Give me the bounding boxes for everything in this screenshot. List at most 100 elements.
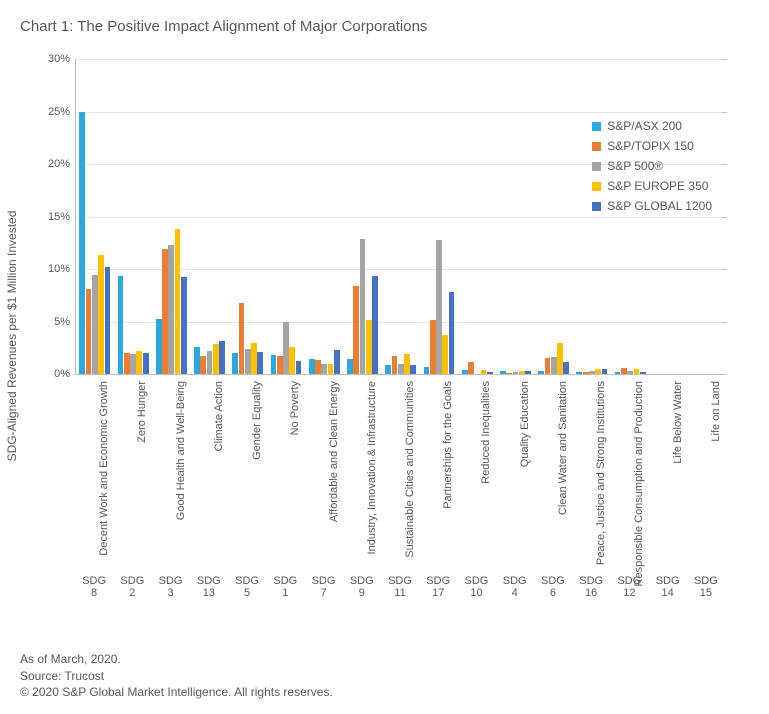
bar	[257, 352, 263, 374]
bar-group	[76, 59, 114, 374]
bar-group	[305, 59, 343, 374]
y-tick-label: 10%	[48, 263, 76, 275]
legend-swatch	[592, 162, 601, 171]
bar	[442, 335, 448, 374]
bar	[404, 354, 410, 374]
category-label: Peace, Justice and Strong Institutions	[595, 381, 607, 565]
bar	[347, 359, 353, 374]
category-label: Responsible Consumption and Production	[633, 381, 645, 586]
bar	[481, 370, 487, 374]
bar	[589, 371, 595, 374]
bar	[627, 371, 633, 374]
sdg-code-label: SDG10	[457, 575, 495, 599]
legend-label: S&P 500®	[607, 159, 663, 173]
bar	[360, 239, 366, 374]
bar	[175, 229, 181, 374]
bar	[563, 362, 569, 374]
category-label: Decent Work and Economic Growth	[98, 381, 110, 556]
bar	[366, 320, 372, 374]
chart-container: Chart 1: The Positive Impact Alignment o…	[0, 0, 769, 714]
bar-group	[458, 59, 496, 374]
bar	[519, 371, 525, 374]
sdg-code-label: SDG15	[687, 575, 725, 599]
bar	[557, 343, 563, 375]
legend-label: S&P GLOBAL 1200	[607, 199, 712, 213]
category-label: Sustainable Cities and Communities	[404, 381, 416, 558]
bar	[436, 240, 442, 374]
bar	[156, 319, 162, 374]
bar	[200, 356, 206, 374]
bar	[296, 361, 302, 374]
footer-line: As of March, 2020.	[20, 651, 333, 667]
bar	[321, 364, 327, 375]
bar-group	[191, 59, 229, 374]
bar	[602, 369, 608, 374]
bar-group	[152, 59, 190, 374]
sdg-code-label: SDG4	[496, 575, 534, 599]
category-label: Life Below Water	[672, 381, 684, 464]
chart-zone: SDG-Aligned Revenues per $1 Million Inve…	[20, 49, 740, 609]
legend-label: S&P/ASX 200	[607, 119, 682, 133]
y-tick-label: 25%	[48, 106, 76, 118]
y-tick-mark	[722, 374, 727, 375]
chart-footer: As of March, 2020.Source: Trucost© 2020 …	[20, 651, 333, 700]
category-label: Clean Water and Sanitation	[557, 381, 569, 515]
legend-item: S&P/ASX 200	[592, 119, 712, 133]
bar	[207, 351, 213, 374]
category-label: Reduced Inequalities	[480, 381, 492, 484]
bar	[213, 344, 219, 374]
bar	[462, 370, 468, 374]
sdg-code-label: SDG1	[266, 575, 304, 599]
bar	[430, 320, 436, 374]
bar	[130, 354, 136, 374]
bar	[239, 303, 245, 374]
sdg-code-label: SDG5	[228, 575, 266, 599]
y-tick-label: 20%	[48, 158, 76, 170]
bar	[219, 341, 225, 374]
bar	[353, 286, 359, 374]
legend-item: S&P GLOBAL 1200	[592, 199, 712, 213]
bar	[168, 245, 174, 374]
sdg-code-label: SDG17	[419, 575, 457, 599]
bar	[551, 357, 557, 374]
bar	[334, 350, 340, 374]
footer-line: © 2020 S&P Global Market Intelligence. A…	[20, 684, 333, 700]
category-label: Good Health and Well-Being	[175, 381, 187, 520]
legend-swatch	[592, 142, 601, 151]
category-label: No Poverty	[289, 381, 301, 435]
legend-swatch	[592, 122, 601, 131]
chart-title: Chart 1: The Positive Impact Alignment o…	[20, 18, 749, 35]
bar	[143, 353, 149, 374]
sdg-code-label: SDG9	[343, 575, 381, 599]
sdg-code-label: SDG16	[572, 575, 610, 599]
bar	[86, 289, 92, 374]
bar	[424, 367, 430, 374]
bar-group	[267, 59, 305, 374]
bar	[583, 372, 589, 374]
y-tick-label: 15%	[48, 211, 76, 223]
bar	[615, 372, 621, 374]
legend-label: S&P EUROPE 350	[607, 179, 708, 193]
bar	[251, 343, 257, 375]
category-label: Zero Hunger	[136, 381, 148, 443]
sdg-code-label: SDG2	[113, 575, 151, 599]
bar	[162, 249, 168, 374]
bar	[392, 356, 398, 374]
bar	[328, 364, 334, 375]
bar-group	[535, 59, 573, 374]
bar	[136, 351, 142, 374]
sdg-code-label: SDG11	[381, 575, 419, 599]
legend-swatch	[592, 202, 601, 211]
bar	[513, 372, 519, 374]
category-label: Partnerships for the Goals	[442, 381, 454, 509]
bar	[595, 369, 601, 374]
legend-label: S&P/TOPIX 150	[607, 139, 694, 153]
category-label: Life on Land	[710, 381, 722, 442]
bar	[271, 355, 277, 374]
bar	[640, 372, 646, 374]
bar	[289, 347, 295, 374]
y-tick-label: 5%	[54, 316, 76, 328]
bar	[194, 347, 200, 374]
bar	[385, 365, 391, 374]
bar	[232, 353, 238, 374]
